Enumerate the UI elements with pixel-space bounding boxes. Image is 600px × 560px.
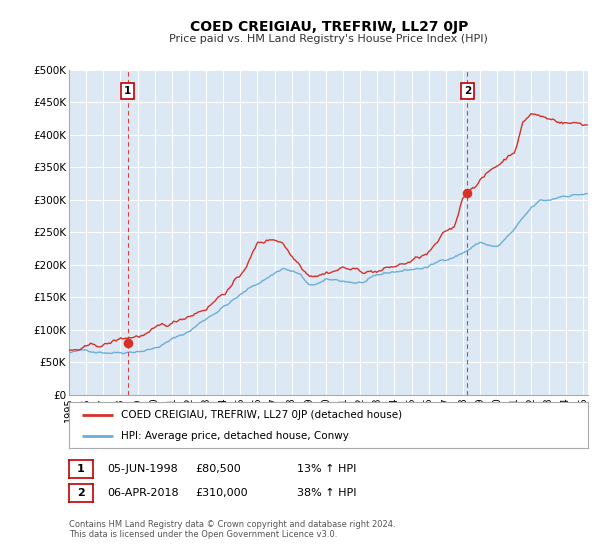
Text: 2: 2 [77, 488, 85, 498]
Text: HPI: Average price, detached house, Conwy: HPI: Average price, detached house, Conw… [121, 431, 349, 441]
Text: 06-APR-2018: 06-APR-2018 [107, 488, 178, 498]
Text: Contains HM Land Registry data © Crown copyright and database right 2024.
This d: Contains HM Land Registry data © Crown c… [69, 520, 395, 539]
Text: 38% ↑ HPI: 38% ↑ HPI [297, 488, 356, 498]
Text: 2: 2 [464, 86, 471, 96]
Text: COED CREIGIAU, TREFRIW, LL27 0JP (detached house): COED CREIGIAU, TREFRIW, LL27 0JP (detach… [121, 410, 402, 420]
Text: COED CREIGIAU, TREFRIW, LL27 0JP: COED CREIGIAU, TREFRIW, LL27 0JP [190, 20, 468, 34]
Text: 1: 1 [77, 464, 85, 474]
Point [123, 338, 133, 347]
Text: Price paid vs. HM Land Registry's House Price Index (HPI): Price paid vs. HM Land Registry's House … [169, 34, 488, 44]
Point [463, 189, 472, 198]
Text: £310,000: £310,000 [195, 488, 248, 498]
Text: 13% ↑ HPI: 13% ↑ HPI [297, 464, 356, 474]
Text: 05-JUN-1998: 05-JUN-1998 [107, 464, 178, 474]
Text: 1: 1 [124, 86, 131, 96]
Text: £80,500: £80,500 [195, 464, 241, 474]
